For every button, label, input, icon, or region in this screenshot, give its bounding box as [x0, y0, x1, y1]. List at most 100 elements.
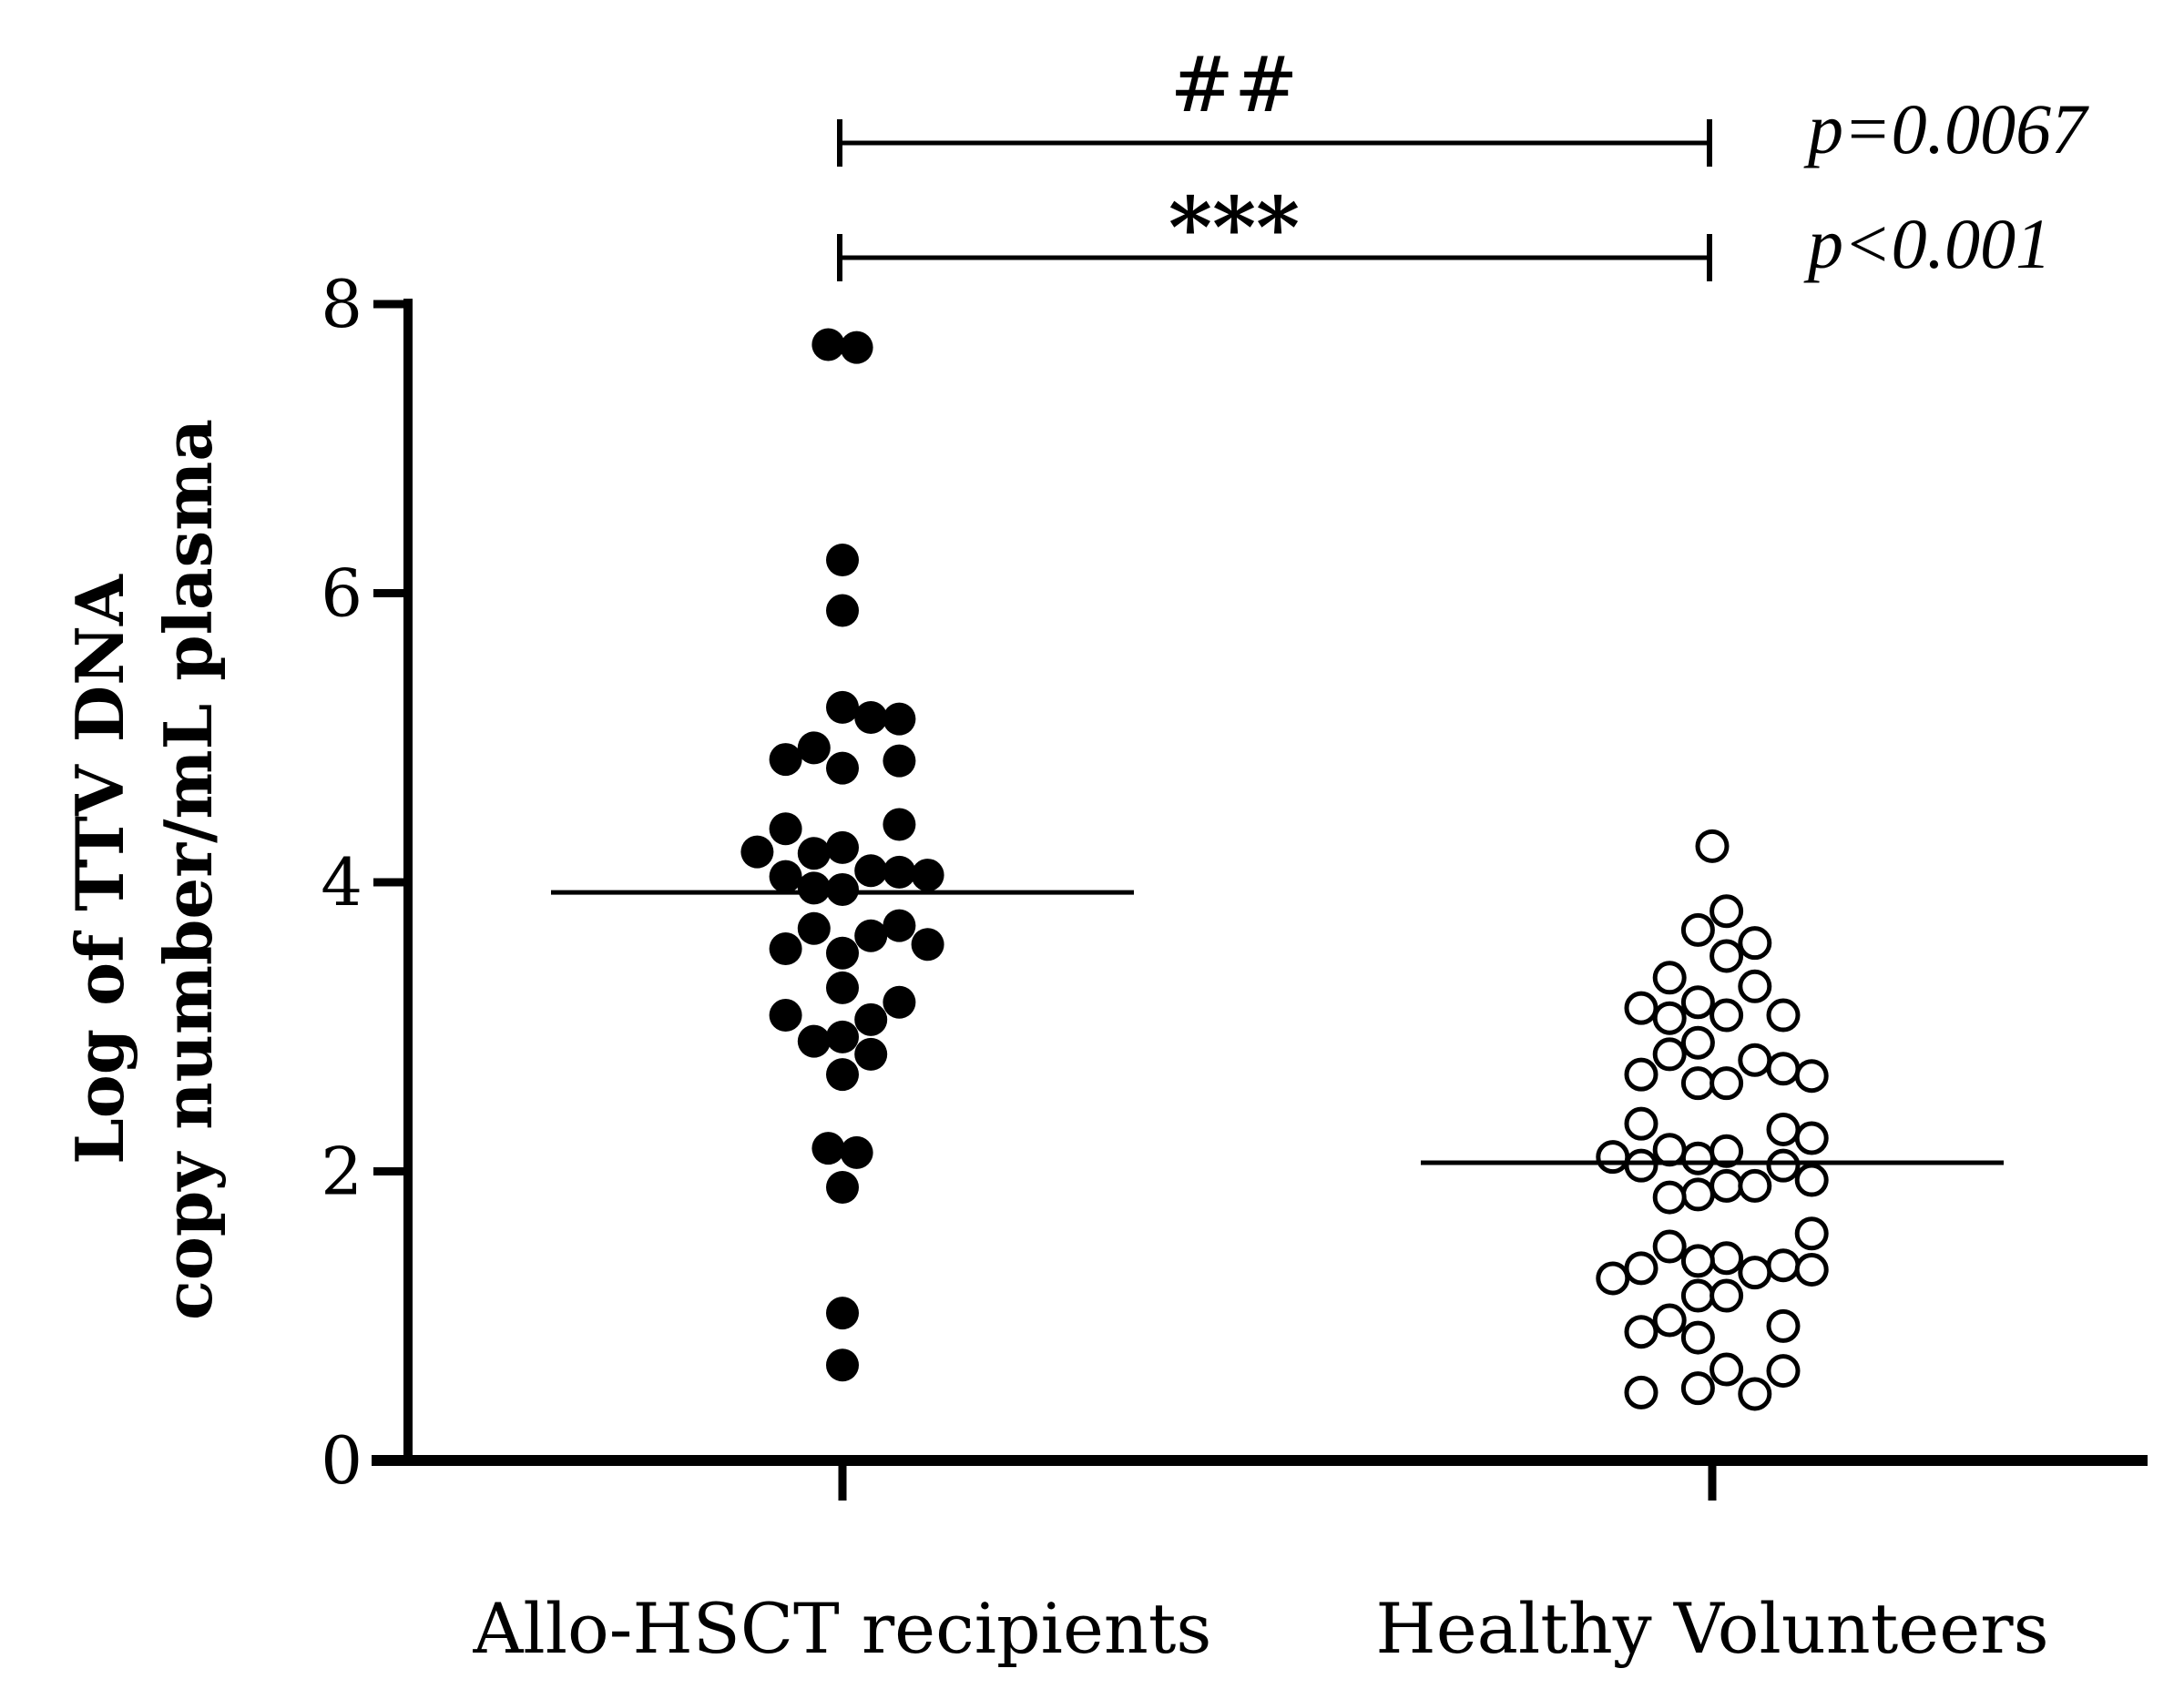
allo-point-30 — [769, 999, 802, 1033]
healthy-point-3 — [1738, 926, 1772, 961]
healthy-point-12 — [1680, 1025, 1715, 1060]
allo-point-14 — [740, 835, 774, 869]
healthy-point-34 — [1794, 1216, 1829, 1251]
healthy-point-36 — [1709, 1241, 1744, 1276]
allo-point-20 — [797, 871, 831, 905]
allo-point-29 — [883, 985, 916, 1019]
healthy-point-49 — [1709, 1352, 1744, 1387]
allo-point-7 — [797, 731, 831, 765]
allo-point-39 — [826, 1297, 859, 1330]
allo-point-0 — [811, 328, 845, 361]
allo-point-33 — [797, 1024, 831, 1058]
allo-point-23 — [797, 911, 831, 945]
allo-point-31 — [854, 1002, 888, 1036]
y-tick-label-2: 2 — [321, 1134, 362, 1210]
healthy-point-51 — [1680, 1371, 1715, 1406]
healthy-point-38 — [1766, 1248, 1801, 1283]
healthy-point-25 — [1596, 1140, 1630, 1175]
x-label-healthy: Healthy Volunteers — [1375, 1588, 2048, 1669]
healthy-point-5 — [1652, 961, 1687, 995]
healthy-point-14 — [1738, 1043, 1772, 1077]
allo-point-2 — [826, 543, 859, 576]
allo-point-25 — [911, 928, 944, 962]
x-label-allo: Allo-HSCT recipients — [473, 1588, 1212, 1669]
allo-point-22 — [883, 909, 916, 942]
healthy-point-31 — [1738, 1168, 1772, 1203]
allo-point-40 — [826, 1348, 859, 1382]
healthy-point-6 — [1738, 969, 1772, 1003]
bracket-hash-symbol: ## — [1170, 40, 1299, 129]
allo-point-21 — [826, 872, 859, 906]
healthy-point-23 — [1652, 1133, 1687, 1167]
allo-point-18 — [911, 859, 944, 892]
allo-point-3 — [826, 594, 859, 627]
healthy-point-17 — [1794, 1059, 1829, 1094]
healthy-point-19 — [1709, 1066, 1744, 1101]
healthy-point-53 — [1738, 1377, 1772, 1411]
healthy-point-29 — [1794, 1163, 1829, 1197]
healthy-point-28 — [1766, 1148, 1801, 1183]
y-tick-label-6: 6 — [321, 555, 362, 632]
allo-point-32 — [826, 1020, 859, 1053]
allo-point-1 — [840, 331, 873, 364]
y-tick-label-8: 8 — [321, 266, 362, 342]
healthy-point-22 — [1794, 1121, 1829, 1155]
healthy-point-16 — [1624, 1057, 1658, 1092]
healthy-point-39 — [1624, 1251, 1658, 1286]
allo-point-24 — [854, 919, 888, 952]
healthy-point-32 — [1680, 1177, 1715, 1212]
healthy-point-7 — [1680, 985, 1715, 1020]
healthy-point-30 — [1709, 1168, 1744, 1203]
data-points — [740, 328, 1829, 1411]
healthy-point-37 — [1680, 1244, 1715, 1278]
y-axis-title-line1: Log of TTV DNA — [61, 574, 138, 1165]
allo-point-38 — [826, 1170, 859, 1204]
allo-point-35 — [826, 1058, 859, 1092]
healthy-point-20 — [1624, 1106, 1658, 1141]
healthy-point-1 — [1709, 894, 1744, 929]
significance-bracket-star: *** p<0.001 — [837, 178, 2051, 283]
y-tick-label-4: 4 — [321, 844, 362, 921]
y-ticks — [373, 300, 408, 1465]
healthy-point-33 — [1652, 1180, 1687, 1215]
healthy-point-11 — [1652, 1001, 1687, 1035]
bracket-star-symbol: *** — [1169, 178, 1300, 277]
healthy-point-43 — [1680, 1278, 1715, 1313]
healthy-point-46 — [1766, 1308, 1801, 1343]
healthy-point-9 — [1709, 998, 1744, 1033]
allo-point-13 — [826, 830, 859, 864]
healthy-point-44 — [1709, 1278, 1744, 1313]
y-axis-title-line2: copy number/mL plasma — [149, 419, 227, 1320]
healthy-point-4 — [1709, 939, 1744, 973]
healthy-point-48 — [1680, 1320, 1715, 1355]
allo-point-19 — [769, 860, 802, 893]
healthy-point-10 — [1766, 998, 1801, 1033]
allo-point-15 — [797, 837, 831, 870]
healthy-point-50 — [1766, 1354, 1801, 1389]
allo-point-5 — [854, 701, 888, 735]
allo-point-28 — [826, 971, 859, 1004]
healthy-point-0 — [1695, 829, 1730, 863]
y-tick-label-0: 0 — [321, 1422, 362, 1499]
allo-point-8 — [769, 743, 802, 777]
significance-bracket-hash: ## p=0.0067 — [837, 40, 2089, 168]
allo-point-10 — [826, 751, 859, 785]
median-lines — [551, 890, 2004, 1165]
y-tick-labels: 0 2 4 6 8 — [321, 266, 362, 1499]
allo-point-16 — [854, 854, 888, 888]
healthy-point-26 — [1680, 1141, 1715, 1175]
healthy-point-45 — [1652, 1303, 1687, 1338]
allo-point-36 — [811, 1132, 845, 1165]
healthy-point-41 — [1738, 1256, 1772, 1290]
healthy-point-13 — [1652, 1037, 1687, 1072]
allo-point-26 — [769, 932, 802, 966]
healthy-point-35 — [1652, 1229, 1687, 1264]
allo-point-37 — [840, 1135, 873, 1169]
healthy-point-52 — [1624, 1375, 1658, 1409]
allo-point-17 — [883, 855, 916, 889]
healthy-point-8 — [1624, 991, 1658, 1025]
bracket-star-p-value: p<0.001 — [1803, 204, 2051, 283]
healthy-point-2 — [1680, 912, 1715, 947]
allo-point-27 — [826, 936, 859, 970]
